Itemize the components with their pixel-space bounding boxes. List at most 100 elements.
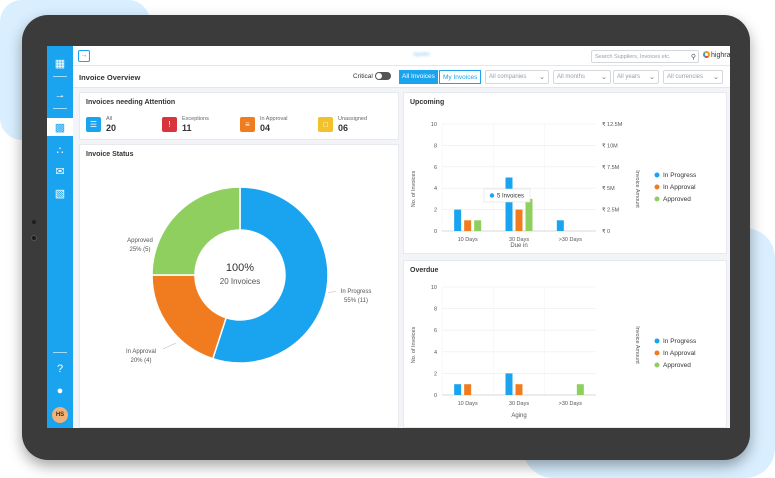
chevron-down-icon: ⌄ (649, 74, 655, 81)
attention-item-label: Unassigned (338, 116, 368, 122)
donut-chart: 100% 20 Invoices Approved 25% (5) In Pro… (126, 186, 372, 364)
donut-slice-in-approval[interactable] (151, 274, 228, 360)
search-icon[interactable]: ⚲ (690, 54, 696, 61)
x-tick-label: 30 Days (509, 401, 529, 407)
legend-label: Approved (663, 362, 691, 369)
brand-ring-icon (703, 51, 710, 58)
attention-item-count: 20 (106, 123, 117, 133)
in-approval-leader-line (162, 342, 177, 350)
bar-in-approval[interactable] (464, 220, 472, 231)
tab-all-invoices[interactable]: All Invoices (399, 70, 438, 84)
invoice-status-card: Invoice Status 100% 20 Invoices Approved… (79, 144, 399, 428)
companies-dropdown-label: All companies (489, 74, 527, 80)
tooltip-dot-icon (489, 193, 495, 198)
upcoming-y2label: Invoice Amount (634, 170, 640, 208)
bar-chart-icon[interactable]: ▧ (54, 187, 66, 200)
status-title: Invoice Status (86, 151, 134, 158)
search-input[interactable]: Search Suppliers, Invoices etc. ⚲ (591, 50, 699, 63)
app-logo-icon[interactable]: → (78, 50, 90, 62)
bar-approved[interactable] (576, 384, 584, 395)
legend-dot-icon (654, 350, 660, 356)
legend-label: In Approval (663, 350, 696, 357)
mail-icon[interactable]: ✉ (55, 165, 65, 178)
bar-in-approval[interactable] (515, 384, 523, 395)
months-dropdown[interactable]: All months ⌄ (553, 70, 611, 84)
x-tick-label: 30 Days (509, 237, 529, 243)
donut-slice-in-progress[interactable] (211, 186, 329, 364)
y-tick-label: 4 (434, 350, 437, 356)
donut-center-label: 20 Invoices (220, 277, 260, 286)
chevron-down-icon: ⌄ (713, 74, 719, 81)
x-tick-label: >30 Days (559, 401, 583, 407)
page-title: Invoice Overview (79, 73, 141, 82)
search-placeholder: Search Suppliers, Invoices etc. (595, 54, 671, 60)
attention-item-count: 11 (182, 123, 192, 133)
unassigned-icon: □ (318, 117, 333, 132)
y-tick-label: 8 (434, 143, 437, 149)
critical-toggle[interactable] (375, 72, 391, 80)
brand-name: highradius (711, 52, 730, 59)
bar-in-approval[interactable] (464, 384, 472, 395)
bar-in-progress[interactable] (505, 177, 513, 232)
overdue-title: Overdue (410, 267, 439, 274)
exclamation-icon: ! (162, 117, 177, 132)
donut-slice-approved[interactable] (151, 186, 241, 276)
legend-dot-icon (654, 362, 660, 368)
legend-label: Approved (663, 196, 691, 203)
y2-tick-label: ₹ 2.5M (602, 207, 620, 214)
currencies-dropdown-label: All currencies (667, 74, 704, 80)
bar-in-approval[interactable] (515, 209, 523, 231)
upcoming-title: Upcoming (410, 99, 445, 106)
years-dropdown-label: All years (617, 74, 641, 80)
dashboard-icon[interactable]: ▩ (47, 118, 73, 136)
overdue-ylabel: No. of Invoices (411, 327, 417, 364)
arrow-right-icon[interactable]: → (54, 89, 66, 101)
attention-item-label: All (106, 116, 113, 122)
y2-tick-label: ₹ 7.5M (602, 164, 620, 171)
bar-approved[interactable] (474, 220, 482, 231)
months-dropdown-label: All months (557, 74, 586, 80)
bar-in-progress[interactable] (556, 220, 564, 231)
y-tick-label: 2 (434, 371, 437, 377)
app-screen: ▦ → ▩ ∴ ✉ ▧ ? ● HS → Apollo Search Suppl… (47, 46, 730, 428)
currencies-dropdown[interactable]: All currencies ⌄ (663, 70, 723, 84)
attention-item-label: In Approval (260, 116, 288, 122)
chevron-down-icon: ⌄ (601, 74, 607, 81)
years-dropdown[interactable]: All years ⌄ (613, 70, 659, 84)
network-icon[interactable]: ∴ (56, 144, 64, 157)
in-progress-label: In Progress (341, 289, 372, 295)
avatar[interactable]: HS (52, 407, 68, 423)
app-title-blurred: Apollo (413, 52, 430, 58)
attention-item-label: Exceptions (182, 116, 209, 122)
approved-label: Approved (127, 238, 153, 244)
help-icon[interactable]: ? (56, 363, 64, 375)
y-tick-label: 6 (434, 328, 437, 334)
bar-in-progress[interactable] (505, 373, 513, 395)
rail-divider (53, 108, 67, 109)
critical-label: Critical (353, 73, 373, 80)
y-tick-label: 0 (434, 393, 437, 399)
chevron-down-icon: ⌄ (539, 74, 545, 81)
y2-tick-label: ₹ 0 (602, 228, 610, 235)
bar-in-progress[interactable] (454, 209, 462, 231)
donut-center-value: 100% (226, 262, 254, 274)
legend-dot-icon (654, 338, 660, 344)
bell-icon[interactable]: ● (56, 385, 64, 397)
approved-pct-label: 25% (5) (129, 247, 150, 253)
y-tick-label: 6 (434, 165, 437, 171)
bar-in-progress[interactable] (454, 384, 462, 395)
apps-grid-icon[interactable]: ▦ (54, 57, 66, 70)
tab-my-invoices[interactable]: My Invoices (439, 70, 482, 84)
legend-label: In Progress (663, 172, 697, 179)
in-approval-label: In Approval (126, 349, 156, 355)
attention-title: Invoices needing Attention (86, 99, 176, 106)
y2-tick-label: ₹ 5M (602, 185, 615, 192)
rail-divider (53, 76, 67, 77)
overdue-card: Overdue No. of Invoices Invoice Amount A… (403, 260, 727, 428)
companies-dropdown[interactable]: All companies ⌄ (485, 70, 549, 84)
camera-dot-icon (32, 220, 36, 224)
brand-logo: highradius (703, 51, 730, 59)
chart-tooltip (483, 188, 531, 203)
bar-approved[interactable] (525, 198, 533, 231)
y-tick-label: 4 (434, 186, 437, 192)
